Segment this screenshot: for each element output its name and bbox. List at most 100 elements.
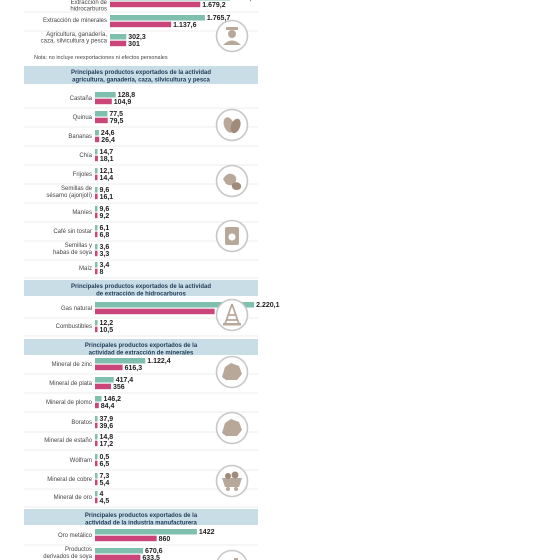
category-label: Mineral de cobre (47, 477, 92, 483)
value-label: 1422 (199, 529, 215, 536)
category-label: Castaña (70, 96, 93, 102)
value-label: 39,6 (100, 423, 114, 430)
bar-series-a (95, 529, 197, 535)
bar-series-a (110, 15, 205, 21)
bar-series-a (95, 206, 98, 212)
bar-series-b (95, 268, 98, 275)
footnote: Nota: no incluye reexportaciones ni efec… (34, 55, 168, 61)
value-label: 18,1 (100, 156, 114, 163)
value-label: 1.679,2 (202, 2, 225, 9)
value-label: 26,4 (101, 137, 115, 144)
category-label: Agricultura, ganadería, caza, silvicultur… (41, 32, 108, 45)
value-label: 1.122,4 (147, 358, 170, 365)
value-label: 14,7 (100, 149, 114, 156)
bar-series-b (95, 326, 98, 333)
bar-series-b (95, 308, 215, 315)
section-title: Principales productos exportados de la ac… (85, 343, 198, 357)
value-label: 6,1 (100, 225, 110, 232)
factory-icon (216, 549, 248, 560)
value-label: 2.220,1 (256, 302, 279, 309)
bar-series-b (95, 136, 100, 143)
bar-series-b (110, 1, 201, 8)
category-label: Extracción de minerales (43, 18, 107, 24)
category-label: Mineral de estaño (44, 438, 92, 444)
bar-series-b (95, 98, 112, 105)
value-label: 6,8 (100, 232, 110, 239)
value-label: 8 (100, 269, 104, 276)
section-title: Principales productos exportados de la a… (71, 70, 211, 84)
bar-series-a (95, 168, 98, 174)
bar-series-a (95, 262, 98, 268)
bar-series-b (95, 460, 98, 467)
value-label: 4,5 (100, 498, 110, 505)
farmer-icon (215, 19, 249, 53)
bar-series-a (95, 491, 98, 497)
category-label: Frijoles (73, 172, 92, 178)
value-label: 301 (128, 41, 140, 48)
value-label: 633,5 (142, 555, 160, 560)
bar-series-b (95, 402, 99, 409)
value-label: 4 (100, 491, 104, 498)
bar-series-b (110, 40, 127, 47)
value-label: 417,4 (116, 377, 134, 384)
value-label: 616,3 (125, 365, 143, 372)
value-label: 7,3 (100, 473, 110, 480)
bar-series-a (95, 434, 98, 440)
bar-series-b (95, 440, 98, 447)
value-label: 12,2 (100, 320, 114, 327)
section-title: Principales productos exportados de la a… (71, 284, 211, 298)
category-label: Combustibles (56, 324, 92, 330)
section-header (24, 339, 258, 355)
bar-series-a (95, 187, 98, 193)
bar-series-a (95, 111, 108, 117)
category-label: Boratos (71, 420, 92, 426)
bar-series-a (95, 130, 99, 136)
value-label: 77,5 (109, 111, 123, 118)
section-title: Principales productos exportados de la ac… (85, 513, 198, 527)
category-label: Quinua (73, 115, 93, 121)
bar-series-b (95, 422, 98, 429)
value-label: 9,6 (100, 187, 110, 194)
bar-series-b (95, 497, 98, 504)
ore-rock-icon (215, 355, 249, 389)
bar-series-b (95, 479, 98, 486)
value-label: 6,5 (100, 461, 110, 468)
category-label: Semillas y habas de soya (53, 243, 93, 256)
bar-series-b (95, 250, 98, 257)
section-header (24, 280, 258, 296)
value-label: 3,3 (100, 251, 110, 258)
category-label: Maníes (72, 210, 92, 216)
bar-series-b (95, 383, 111, 390)
bar-series-b (95, 193, 98, 200)
value-label: 1.765,7 (207, 15, 230, 22)
bar-series-a (95, 320, 98, 326)
ore-cart-icon (215, 464, 249, 498)
bar-series-a (95, 377, 114, 383)
category-label: Mineral de oro (54, 495, 93, 501)
value-label: 12,1 (100, 168, 114, 175)
chestnut-icon (215, 108, 249, 142)
value-label: 14,4 (100, 175, 114, 182)
value-label: 14,8 (100, 434, 114, 441)
category-label: Mineral de plomo (46, 400, 93, 406)
value-label: 16,1 (100, 194, 114, 201)
value-label: 24,6 (101, 130, 115, 137)
bar-series-b (95, 364, 123, 371)
bar-series-a (95, 473, 98, 479)
category-label: Bananas (68, 134, 92, 140)
section-header (24, 66, 258, 84)
value-label: 3,6 (100, 244, 110, 251)
value-label: 84,4 (101, 403, 115, 410)
category-label: Wólfram (70, 458, 92, 464)
category-label: Maíz (79, 266, 92, 272)
ore-rock-icon (215, 411, 249, 445)
value-label: 1.137,6 (173, 22, 196, 29)
bar-series-a (95, 149, 98, 155)
value-label: 10,5 (100, 327, 114, 334)
bar-series-b (95, 174, 98, 181)
bar-series-b (95, 117, 108, 124)
bar-series-a (95, 548, 144, 554)
value-label: 3,4 (100, 262, 110, 269)
bar-series-a (95, 92, 116, 98)
category-label: Semillas de sésamo (ajonjolí) (46, 186, 92, 199)
